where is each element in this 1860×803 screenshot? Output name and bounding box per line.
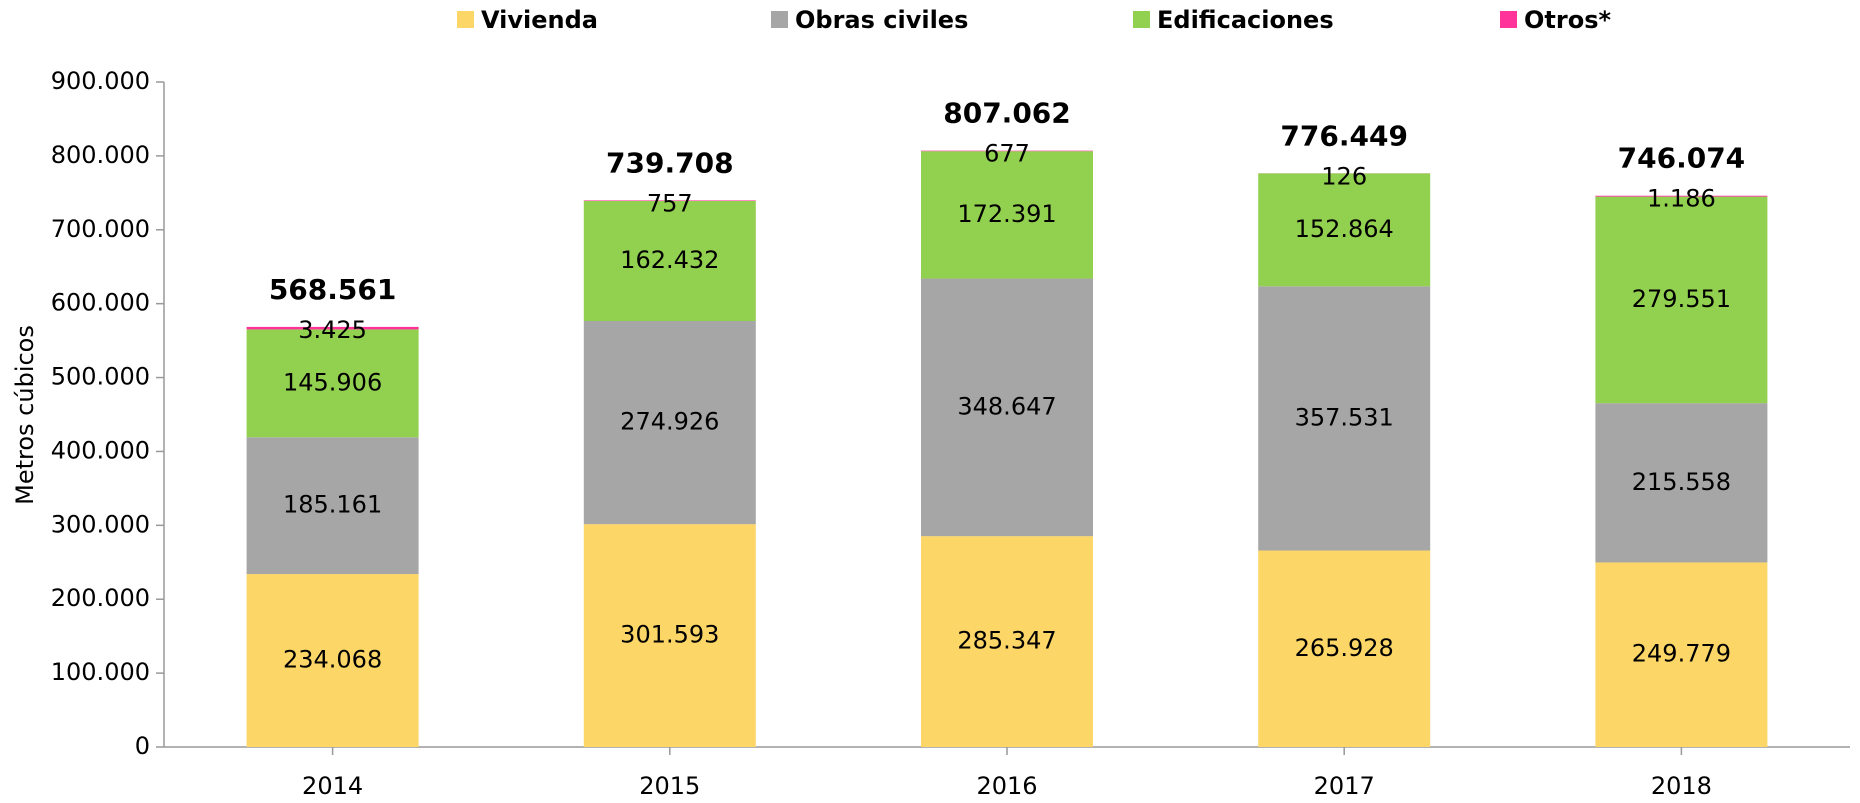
y-tick-label: 900.000	[51, 67, 150, 95]
bar-segment	[1595, 196, 1768, 404]
bar-segment	[246, 574, 419, 747]
total-label: 568.561	[269, 273, 397, 306]
total-label: 776.449	[1280, 119, 1408, 152]
bar-segment	[583, 524, 756, 747]
y-tick-label: 700.000	[51, 215, 150, 243]
bar-segment	[1258, 173, 1431, 287]
total-label: 739.708	[606, 146, 734, 179]
total-label: 746.074	[1618, 142, 1746, 175]
legend-swatch	[1133, 11, 1150, 28]
bar-segment	[1595, 562, 1768, 747]
y-tick-label: 0	[135, 732, 150, 760]
data-label: 279.551	[1632, 285, 1731, 313]
y-tick-label: 800.000	[51, 141, 150, 169]
data-label: 1.186	[1647, 185, 1716, 213]
bar-segment	[246, 326, 419, 330]
data-label: 757	[647, 189, 693, 217]
legend-label: Obras civiles	[795, 6, 968, 34]
data-label: 145.906	[283, 368, 382, 396]
data-label: 265.928	[1295, 634, 1394, 662]
x-tick-label: 2017	[1314, 772, 1375, 800]
x-tick-label: 2014	[302, 772, 363, 800]
data-label: 215.558	[1632, 468, 1731, 496]
bar-segment	[583, 200, 756, 201]
total-label: 807.062	[943, 97, 1071, 130]
data-label: 152.864	[1295, 215, 1394, 243]
y-tick-label: 600.000	[51, 289, 150, 317]
data-label: 274.926	[620, 408, 719, 436]
x-tick-label: 2018	[1651, 772, 1712, 800]
data-label: 185.161	[283, 491, 382, 519]
data-label: 285.347	[957, 627, 1056, 655]
bar-segment	[921, 150, 1093, 152]
bar-segment	[921, 278, 1093, 537]
bar-segment	[246, 329, 419, 438]
data-label: 301.593	[620, 621, 719, 649]
legend-label: Vivienda	[481, 6, 598, 34]
bar-segment	[1258, 286, 1431, 551]
data-label: 3.425	[298, 316, 367, 344]
data-label: 126	[1321, 162, 1367, 190]
legend-label: Otros*	[1524, 6, 1611, 34]
y-tick-label: 500.000	[51, 363, 150, 391]
bar-segment	[583, 321, 756, 525]
legend-swatch	[457, 11, 474, 28]
legend-swatch	[771, 11, 788, 28]
data-label: 249.779	[1632, 640, 1731, 668]
y-tick-label: 200.000	[51, 584, 150, 612]
y-tick-label: 100.000	[51, 658, 150, 686]
data-label: 234.068	[283, 646, 382, 674]
y-axis-title: Metros cúbicos	[11, 325, 39, 505]
x-tick-label: 2016	[976, 772, 1037, 800]
bar-segment	[1258, 550, 1431, 747]
y-tick-label: 300.000	[51, 510, 150, 538]
bar-segment	[921, 536, 1093, 747]
bar-segment	[1595, 403, 1768, 563]
legend-label: Edificaciones	[1157, 6, 1334, 34]
bar-segment	[1595, 195, 1768, 197]
data-label: 348.647	[957, 392, 1056, 420]
bar-segment	[246, 437, 419, 575]
y-tick-label: 400.000	[51, 436, 150, 464]
data-label: 172.391	[957, 200, 1056, 228]
data-label: 357.531	[1295, 403, 1394, 431]
x-tick-label: 2015	[639, 772, 700, 800]
data-label: 677	[984, 140, 1030, 168]
bar-segment	[583, 200, 756, 322]
legend-swatch	[1500, 11, 1517, 28]
bar-segment	[921, 151, 1093, 279]
data-label: 162.432	[620, 246, 719, 274]
